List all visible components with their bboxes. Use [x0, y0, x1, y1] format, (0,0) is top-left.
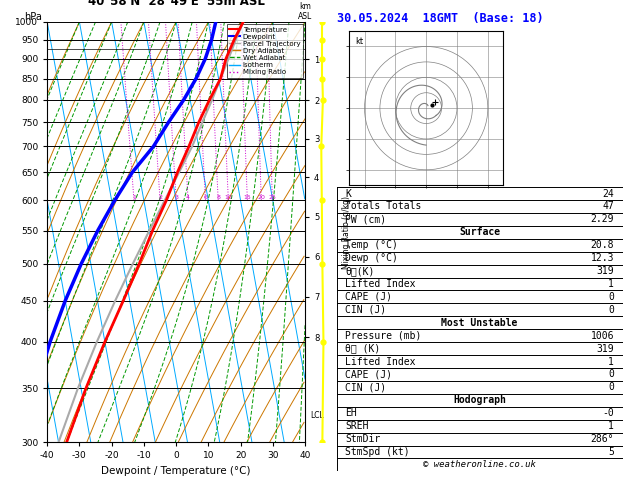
Text: kt: kt	[355, 37, 364, 46]
Text: Most Unstable: Most Unstable	[442, 318, 518, 328]
Text: 0: 0	[608, 305, 614, 315]
Text: SREH: SREH	[345, 421, 369, 431]
Text: 15: 15	[243, 195, 251, 200]
Text: -0: -0	[603, 408, 614, 418]
Text: 1: 1	[608, 421, 614, 431]
Text: CIN (J): CIN (J)	[345, 382, 386, 392]
Text: 12.3: 12.3	[591, 253, 614, 263]
Text: Surface: Surface	[459, 227, 500, 237]
Text: Mixing Ratio (g/kg): Mixing Ratio (g/kg)	[342, 195, 351, 269]
Text: PW (cm): PW (cm)	[345, 214, 386, 225]
Text: 8: 8	[216, 195, 220, 200]
Text: Dewp (°C): Dewp (°C)	[345, 253, 398, 263]
Text: 319: 319	[596, 266, 614, 276]
Text: CIN (J): CIN (J)	[345, 305, 386, 315]
Text: 0: 0	[608, 382, 614, 392]
Text: 10: 10	[225, 195, 232, 200]
Text: 5: 5	[608, 447, 614, 457]
Text: 1006: 1006	[591, 331, 614, 341]
Text: © weatheronline.co.uk: © weatheronline.co.uk	[423, 460, 536, 469]
Legend: Temperature, Dewpoint, Parcel Trajectory, Dry Adiabat, Wet Adiabat, Isotherm, Mi: Temperature, Dewpoint, Parcel Trajectory…	[226, 24, 303, 78]
Text: 4: 4	[186, 195, 190, 200]
Text: 30.05.2024  18GMT  (Base: 18): 30.05.2024 18GMT (Base: 18)	[337, 12, 543, 25]
Text: StmDir: StmDir	[345, 434, 381, 444]
Text: km
ASL: km ASL	[298, 1, 312, 21]
Text: Pressure (mb): Pressure (mb)	[345, 331, 421, 341]
X-axis label: Dewpoint / Temperature (°C): Dewpoint / Temperature (°C)	[101, 466, 251, 476]
Text: 25: 25	[269, 195, 276, 200]
Text: 0: 0	[608, 369, 614, 380]
Text: 2.29: 2.29	[591, 214, 614, 225]
Text: 1: 1	[608, 357, 614, 366]
Text: θᴇ (K): θᴇ (K)	[345, 344, 381, 354]
Text: Lifted Index: Lifted Index	[345, 279, 416, 289]
Text: 0: 0	[608, 292, 614, 302]
Text: 1: 1	[608, 279, 614, 289]
Text: Totals Totals: Totals Totals	[345, 202, 421, 211]
Text: 1: 1	[132, 195, 136, 200]
Text: 24: 24	[603, 189, 614, 199]
Text: CAPE (J): CAPE (J)	[345, 369, 392, 380]
Text: 20.8: 20.8	[591, 240, 614, 250]
Text: CAPE (J): CAPE (J)	[345, 292, 392, 302]
Text: Lifted Index: Lifted Index	[345, 357, 416, 366]
Title: 40°58'N  28°49'E  55m ASL: 40°58'N 28°49'E 55m ASL	[87, 0, 265, 8]
Text: θᴇ(K): θᴇ(K)	[345, 266, 374, 276]
Text: 6: 6	[204, 195, 208, 200]
Text: 286°: 286°	[591, 434, 614, 444]
Text: K: K	[345, 189, 351, 199]
Text: 2: 2	[158, 195, 162, 200]
Text: StmSpd (kt): StmSpd (kt)	[345, 447, 409, 457]
Text: LCL: LCL	[310, 411, 324, 419]
Text: 20: 20	[257, 195, 265, 200]
Text: EH: EH	[345, 408, 357, 418]
Text: Hodograph: Hodograph	[453, 395, 506, 405]
Text: hPa: hPa	[24, 12, 42, 22]
Text: 3: 3	[174, 195, 178, 200]
Text: 319: 319	[596, 344, 614, 354]
Text: 47: 47	[603, 202, 614, 211]
Text: Temp (°C): Temp (°C)	[345, 240, 398, 250]
